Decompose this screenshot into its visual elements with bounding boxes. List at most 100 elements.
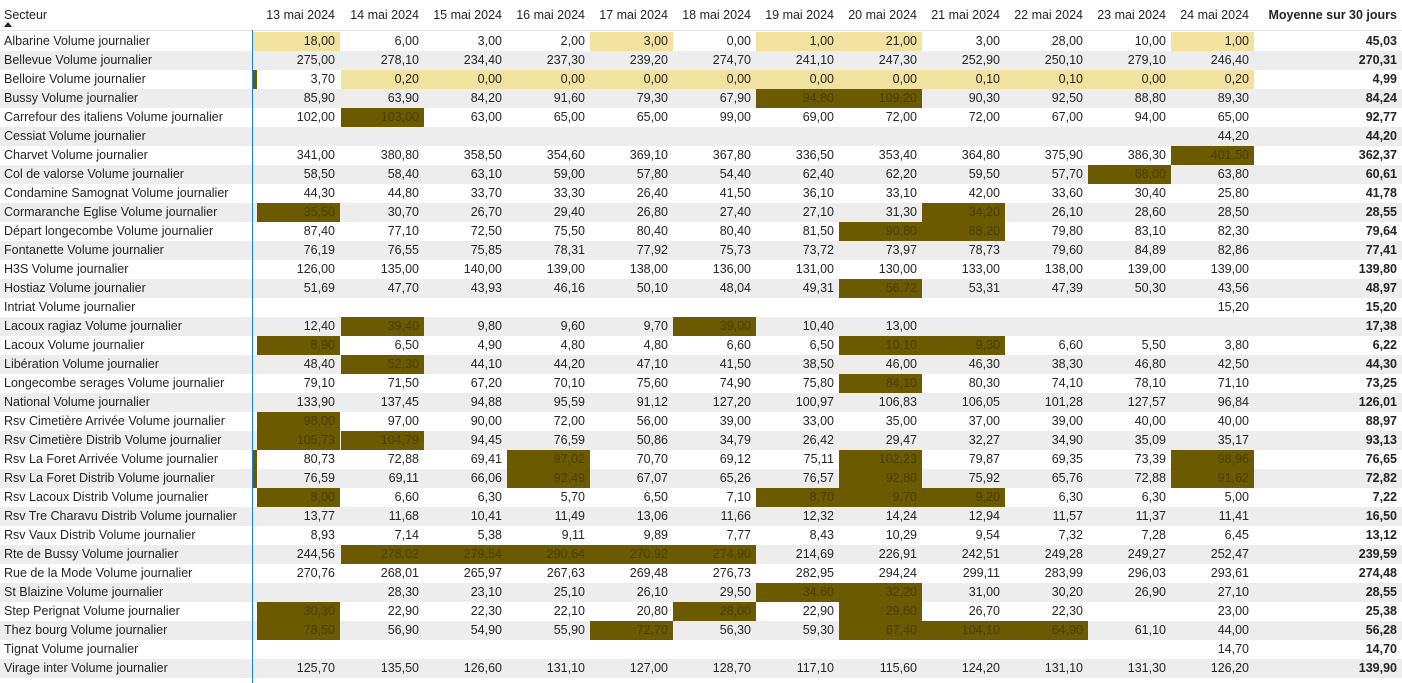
value-cell[interactable]: 26,80: [636, 205, 668, 219]
value-cell[interactable]: 10,40: [802, 319, 834, 333]
value-cell[interactable]: 91,62: [1171, 469, 1254, 488]
value-cell[interactable]: 5,00: [1224, 490, 1249, 504]
value-cell[interactable]: 7,14: [394, 528, 419, 542]
value-cell[interactable]: [922, 298, 1005, 317]
table-row[interactable]: Cormaranche Eglise Volume journalier 35,5…: [0, 203, 1402, 222]
table-row[interactable]: Rsv Vaux Distrib Volume journalier 8,93 7,…: [0, 526, 1402, 545]
value-cell[interactable]: 6,60: [1058, 338, 1083, 352]
average-cell[interactable]: 44,30: [1365, 357, 1397, 371]
value-cell[interactable]: 85,90: [303, 91, 335, 105]
value-cell[interactable]: 26,10: [636, 585, 668, 599]
row-sector-name[interactable]: H3S Volume journalier: [4, 262, 129, 276]
value-cell[interactable]: 94,88: [470, 395, 502, 409]
header-average[interactable]: Moyenne sur 30 jours: [1255, 0, 1402, 30]
row-sector-name[interactable]: Hostiaz Volume journalier: [4, 281, 146, 295]
value-cell[interactable]: 1,00: [1171, 32, 1254, 51]
value-cell[interactable]: 0,00: [1088, 70, 1171, 89]
row-sector-name[interactable]: St Blaizine Volume journalier: [4, 585, 164, 599]
value-cell[interactable]: 20,80: [636, 604, 668, 618]
row-sector-name[interactable]: Longecombe serages Volume journalier: [4, 376, 225, 390]
value-cell[interactable]: [756, 298, 839, 317]
value-cell[interactable]: 278,10: [380, 53, 419, 67]
table-row[interactable]: Lacoux Volume journalier 8,90 6,50 4,90 4,80…: [0, 336, 1402, 355]
value-cell[interactable]: [1005, 640, 1088, 659]
value-cell[interactable]: 61,10: [1134, 623, 1166, 637]
row-sector-name[interactable]: Thez bourg Volume journalier: [4, 623, 168, 637]
value-cell[interactable]: 26,40: [636, 186, 668, 200]
value-cell[interactable]: 59,00: [553, 167, 585, 181]
value-cell[interactable]: [839, 298, 922, 317]
value-cell[interactable]: 88,80: [1134, 91, 1166, 105]
value-cell[interactable]: 13,00: [885, 319, 917, 333]
value-cell[interactable]: 76,59: [553, 433, 585, 447]
value-cell[interactable]: 6,50: [809, 338, 834, 352]
value-cell[interactable]: 375,90: [1044, 148, 1083, 162]
value-cell[interactable]: 31,30: [885, 205, 917, 219]
value-cell[interactable]: 65,00: [636, 110, 668, 124]
value-cell[interactable]: 22,10: [553, 604, 585, 618]
row-sector-name[interactable]: Rsv La Foret Distrib Volume journalier: [4, 471, 215, 485]
value-cell[interactable]: 69,41: [470, 452, 502, 466]
value-cell[interactable]: 62,20: [885, 167, 917, 181]
value-cell[interactable]: 63,00: [470, 110, 502, 124]
average-cell[interactable]: 84,24: [1365, 91, 1397, 105]
value-cell[interactable]: [1005, 298, 1088, 317]
value-cell[interactable]: 67,90: [719, 91, 751, 105]
value-cell[interactable]: 41,50: [719, 186, 751, 200]
value-cell[interactable]: 67,40: [839, 621, 922, 640]
value-cell[interactable]: 6,50: [643, 490, 668, 504]
table-row[interactable]: Libération Volume journalier 48,40 52,30 44…: [0, 355, 1402, 374]
average-cell[interactable]: 56,28: [1365, 623, 1397, 637]
value-cell[interactable]: 30,30: [257, 602, 340, 621]
value-cell[interactable]: 2,00: [560, 34, 585, 48]
value-cell[interactable]: 6,30: [477, 490, 502, 504]
value-cell[interactable]: [756, 127, 839, 146]
value-cell[interactable]: 139,00: [1210, 262, 1249, 276]
value-cell[interactable]: 67,20: [470, 376, 502, 390]
value-cell[interactable]: 11,66: [720, 509, 751, 523]
table-row[interactable]: Charvet Volume journalier 341,00 380,80 358…: [0, 146, 1402, 165]
header-date[interactable]: 17 mai 2024: [590, 0, 673, 30]
value-cell[interactable]: 128,70: [712, 661, 751, 675]
value-cell[interactable]: 124,20: [961, 661, 1000, 675]
value-cell[interactable]: 92,80: [839, 469, 922, 488]
value-cell[interactable]: 83,10: [1134, 224, 1166, 238]
value-cell[interactable]: 82,86: [1217, 243, 1249, 257]
value-cell[interactable]: 33,00: [802, 414, 834, 428]
value-cell[interactable]: 51,69: [303, 281, 335, 295]
value-cell[interactable]: 127,57: [1127, 395, 1166, 409]
row-sector-name[interactable]: National Volume journalier: [4, 395, 150, 409]
value-cell[interactable]: 62,40: [802, 167, 834, 181]
value-cell[interactable]: 127,00: [629, 661, 668, 675]
value-cell[interactable]: 3,70: [310, 72, 335, 86]
value-cell[interactable]: [673, 298, 756, 317]
value-cell[interactable]: 14,24: [885, 509, 917, 523]
value-cell[interactable]: 63,90: [387, 91, 419, 105]
value-cell[interactable]: 28,60: [1134, 205, 1166, 219]
average-cell[interactable]: 274,48: [1358, 566, 1397, 580]
value-cell[interactable]: 88,20: [922, 222, 1005, 241]
value-cell[interactable]: 80,40: [719, 224, 751, 238]
value-cell[interactable]: [257, 583, 340, 602]
value-cell[interactable]: 367,80: [712, 148, 751, 162]
value-cell[interactable]: 131,10: [1044, 661, 1083, 675]
value-cell[interactable]: 43,93: [470, 281, 502, 295]
average-cell[interactable]: 28,55: [1365, 585, 1397, 599]
value-cell[interactable]: [839, 640, 922, 659]
value-cell[interactable]: 276,73: [712, 566, 751, 580]
value-cell[interactable]: 15,20: [1217, 300, 1249, 314]
value-cell[interactable]: 11,37: [1135, 509, 1166, 523]
value-cell[interactable]: 80,40: [636, 224, 668, 238]
average-cell[interactable]: 41,78: [1365, 186, 1397, 200]
value-cell[interactable]: [590, 640, 673, 659]
value-cell[interactable]: 3,00: [975, 34, 1000, 48]
value-cell[interactable]: 89,30: [1217, 91, 1249, 105]
average-cell[interactable]: 7,22: [1372, 490, 1397, 504]
table-row[interactable]: Départ longecombe Volume journalier 87,40…: [0, 222, 1402, 241]
value-cell[interactable]: 29,50: [719, 585, 751, 599]
value-cell[interactable]: 90,30: [968, 91, 1000, 105]
value-cell[interactable]: 54,40: [719, 167, 751, 181]
value-cell[interactable]: 22,90: [802, 604, 834, 618]
value-cell[interactable]: 40,00: [1134, 414, 1166, 428]
value-cell[interactable]: 11,49: [554, 509, 585, 523]
